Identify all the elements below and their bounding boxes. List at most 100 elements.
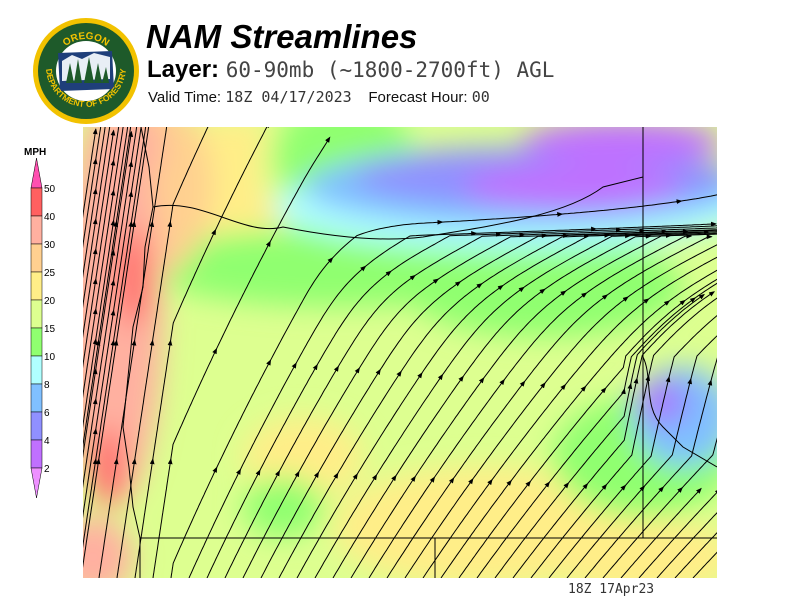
streamline (472, 382, 546, 480)
streamline (95, 127, 111, 220)
colorbar-segment (30, 411, 43, 441)
streamline (216, 359, 272, 468)
streamline (561, 199, 683, 215)
streamline (379, 281, 462, 371)
streamline (95, 159, 116, 280)
valid-time-label: Valid Time: (148, 89, 222, 106)
streamline (113, 127, 124, 191)
streamline (512, 482, 589, 578)
streamline (278, 472, 339, 578)
streamline (113, 190, 134, 311)
streamline (476, 481, 551, 578)
streamline (376, 373, 444, 476)
streamline (83, 398, 98, 489)
streamline (295, 265, 367, 364)
streamline (548, 484, 627, 578)
streamline-map (83, 127, 717, 578)
streamline (113, 130, 134, 251)
streamline (605, 299, 686, 389)
streamline (83, 158, 98, 249)
colorbar-tick-label: 25 (44, 268, 56, 279)
streamline (95, 339, 116, 460)
streamline (152, 339, 173, 460)
streamline (170, 466, 218, 578)
streamline (422, 478, 493, 578)
streamline (83, 248, 98, 339)
streamline (606, 234, 713, 296)
streamline (587, 377, 639, 485)
streamlines (83, 127, 717, 578)
colorbar-segment (30, 215, 43, 245)
streamline (130, 127, 142, 193)
colorbar-tick-label: 40 (44, 212, 56, 223)
colorbar-tick-label: 8 (44, 380, 50, 391)
streamline (332, 219, 444, 259)
streamline (458, 480, 532, 578)
streamline (83, 308, 98, 399)
colorbar-tick-label: 6 (44, 408, 50, 419)
streamline (358, 278, 440, 369)
colorbar-segment (30, 383, 43, 413)
streamline (242, 470, 300, 578)
streamline (316, 270, 392, 366)
colorbar-segment (30, 327, 43, 357)
layer-value: 60-90mb (~1800-2700ft) AGL (225, 58, 555, 82)
streamline (115, 127, 132, 223)
streamline (95, 249, 116, 370)
colorbar-segment (30, 187, 43, 217)
streamline (83, 278, 98, 369)
colorbar-tick-label: 15 (44, 324, 56, 335)
streamline (627, 244, 717, 298)
streamline (684, 278, 717, 302)
streamline (260, 471, 319, 578)
streamline (83, 188, 98, 279)
streamline (170, 228, 217, 341)
streamline (510, 385, 587, 481)
colorbar-tick-label: 4 (44, 436, 50, 447)
forecast-hour-value: 00 (471, 88, 490, 106)
streamline (134, 220, 155, 341)
colorbar-segment (30, 299, 43, 329)
colorbar-segment (30, 439, 43, 469)
streamline (564, 298, 650, 386)
colorbar-segment (30, 355, 43, 385)
streamline (668, 314, 717, 378)
streamline (113, 127, 129, 221)
layer-label: Layer: (147, 56, 220, 83)
streamline (421, 284, 504, 374)
streamline (170, 347, 218, 460)
streamline (83, 338, 98, 429)
streamline (670, 233, 717, 236)
streamline (692, 551, 717, 578)
political-boundaries (122, 127, 717, 578)
streamline (116, 458, 137, 578)
streamline (668, 269, 717, 302)
streamline (584, 486, 665, 578)
streamline (269, 136, 331, 242)
streamline (152, 458, 173, 578)
streamline (350, 475, 416, 578)
streamline (459, 233, 570, 283)
streamline (395, 375, 464, 477)
streamline (83, 339, 101, 449)
streamline (278, 365, 339, 472)
streamline (317, 368, 381, 473)
streamline (494, 482, 570, 578)
colorbar-max-triangle (30, 157, 43, 189)
streamline (530, 483, 608, 578)
streamline (356, 372, 423, 475)
streamline (674, 532, 717, 578)
streamline (95, 127, 102, 160)
streamline (502, 232, 611, 287)
streamline (656, 512, 717, 578)
streamline (390, 231, 502, 272)
colorbar-min-triangle (30, 467, 43, 499)
colorbar-tick-label: 50 (44, 184, 56, 195)
colorbar-tick-label: 2 (44, 464, 50, 475)
streamline (113, 160, 134, 281)
streamline (710, 357, 717, 381)
streamline (215, 127, 270, 231)
streamline (636, 291, 715, 379)
streamline (239, 362, 297, 470)
streamline (414, 232, 526, 277)
